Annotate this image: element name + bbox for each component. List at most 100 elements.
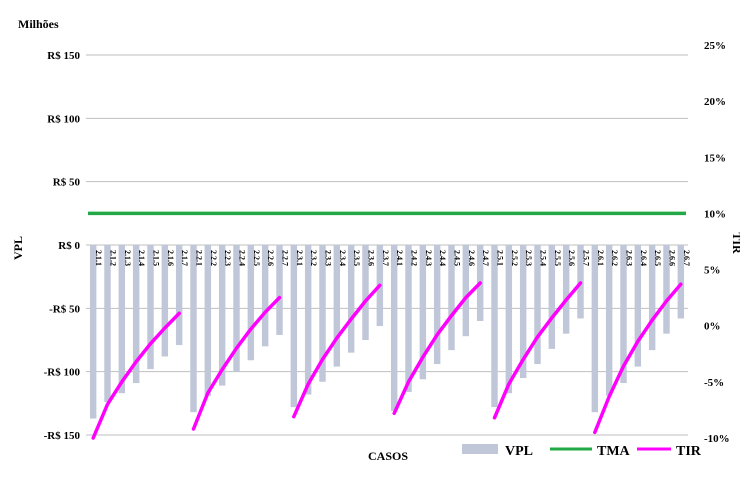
x-tick-label: 2.4.4 (438, 250, 447, 266)
x-tick-label: 2.2.6 (266, 250, 275, 266)
x-tick-label: 2.2.1 (195, 250, 204, 266)
bar-vpl (491, 245, 498, 408)
x-tick-label: 2.5.4 (539, 250, 548, 266)
bar-vpl (147, 245, 154, 370)
y2-tick-label: -10% (704, 433, 730, 445)
y-tick-label: R$ 100 (47, 113, 80, 125)
x-tick-label: 2.2.3 (223, 250, 232, 266)
bar-vpl (663, 245, 670, 334)
x-tick-label: 2.3.6 (367, 250, 376, 266)
bar-vpl (118, 245, 126, 394)
legend-label-tma: TMA (597, 444, 631, 459)
x-tick-label: 2.4.2 (410, 250, 419, 266)
line-tir-segment (191, 295, 282, 431)
bar-vpl (204, 245, 212, 396)
bar-vpl (175, 245, 183, 346)
x-tick-label: 2.6.6 (668, 250, 677, 266)
x-tick-label: 2.3.2 (309, 250, 318, 266)
bar-vpl (104, 245, 111, 403)
bar-vpl (519, 245, 527, 378)
y-tick-label: -R$ 150 (44, 430, 81, 442)
y-axis-title: VPL (11, 236, 25, 260)
x-tick-label: 2.2.4 (238, 250, 247, 266)
x-tick-label: 2.1.4 (137, 250, 146, 266)
x-tick-label: 2.2.7 (281, 250, 290, 266)
y-tick-label: R$ 0 (58, 240, 80, 252)
bar-vpl (534, 245, 541, 365)
y2-tick-label: 20% (704, 96, 726, 108)
x-tick-label: 2.3.3 (324, 250, 333, 266)
line-tir-segment (392, 281, 482, 416)
bar-vpl (548, 245, 556, 349)
x-tick-label: 2.5.7 (582, 250, 591, 266)
x-tick-label: 2.1.1 (94, 250, 103, 266)
x-tick-label: 2.4.7 (481, 250, 490, 266)
bar-vpl (620, 245, 627, 384)
line-tir-segment (91, 311, 181, 440)
legend: VPL TMA TIR (462, 444, 702, 459)
bar-vpl (433, 245, 441, 365)
x-tick-label: 2.5.2 (510, 250, 519, 266)
x-tick-label: 2.6.3 (625, 250, 634, 266)
bar-vpl (333, 245, 341, 367)
y2-axis-title: TIR (730, 232, 740, 254)
bar-vpl (233, 245, 240, 372)
x-tick-label: 2.5.6 (567, 250, 576, 266)
x-tick-label: 2.1.5 (152, 250, 161, 266)
y2-tick-label: 10% (704, 208, 726, 220)
legend-label-vpl: VPL (505, 444, 533, 459)
x-tick-label: 2.6.5 (653, 250, 662, 266)
x-tick-label: 2.4.6 (467, 250, 476, 266)
bar-vpl (677, 245, 685, 319)
x-tick-label: 2.2.5 (252, 250, 261, 266)
bar-vpl (276, 245, 283, 335)
bar-vpl (591, 245, 599, 413)
bar-vpl (362, 245, 369, 340)
x-tick-label: 2.3.5 (352, 250, 361, 266)
x-tick-label: 2.4.1 (395, 250, 404, 266)
y-tick-label: -R$ 50 (49, 303, 80, 315)
x-tick-label: 2.4.5 (453, 250, 462, 266)
x-axis-title: CASOS (368, 449, 408, 463)
bar-vpl (190, 245, 197, 413)
bar-vpl (304, 245, 312, 395)
y2-tick-label: 5% (704, 265, 721, 277)
x-tick-label: 2.1.3 (123, 250, 132, 266)
bar-vpl (132, 245, 140, 384)
unit-label: Milhões (18, 17, 59, 31)
y2-tick-label: -5% (704, 377, 724, 389)
x-tick-label: 2.1.6 (166, 250, 175, 266)
bar-vpl (290, 245, 298, 408)
bar-vpl (261, 245, 269, 347)
x-tick-label: 2.5.5 (553, 250, 562, 266)
bar-vpl (505, 245, 513, 394)
bar-vpl (419, 245, 427, 380)
legend-swatch-vpl (462, 444, 498, 454)
line-tir-segment (292, 283, 382, 419)
bar-vpl (648, 245, 656, 351)
x-tick-label: 2.1.2 (109, 250, 118, 266)
grid-lines (86, 54, 688, 436)
bar-vpl (390, 245, 398, 411)
bar-vpl (448, 245, 455, 351)
bar-vpl (405, 245, 412, 392)
bar-vpl (319, 245, 326, 382)
x-tick-label: 2.3.4 (338, 250, 347, 266)
x-tick-label: 2.5.3 (524, 250, 533, 266)
bar-vpl (347, 245, 355, 353)
x-tick-label: 2.6.7 (682, 250, 691, 266)
x-tick-label: 2.6.1 (596, 250, 605, 266)
vpl-bars (89, 245, 685, 419)
x-tick-label: 2.6.2 (610, 250, 619, 266)
bar-vpl (562, 245, 570, 334)
x-tick-label: 2.6.4 (639, 250, 648, 266)
x-tick-label: 2.4.3 (424, 250, 433, 266)
bar-vpl (605, 245, 613, 396)
x-tick-label: 2.3.1 (295, 250, 304, 266)
x-tick-label: 2.5.1 (496, 250, 505, 266)
series-lines (88, 211, 686, 440)
y2-tick-label: 0% (704, 321, 721, 333)
x-tick-label: 2.1.7 (180, 250, 189, 266)
y2-tick-label: 25% (704, 40, 726, 52)
